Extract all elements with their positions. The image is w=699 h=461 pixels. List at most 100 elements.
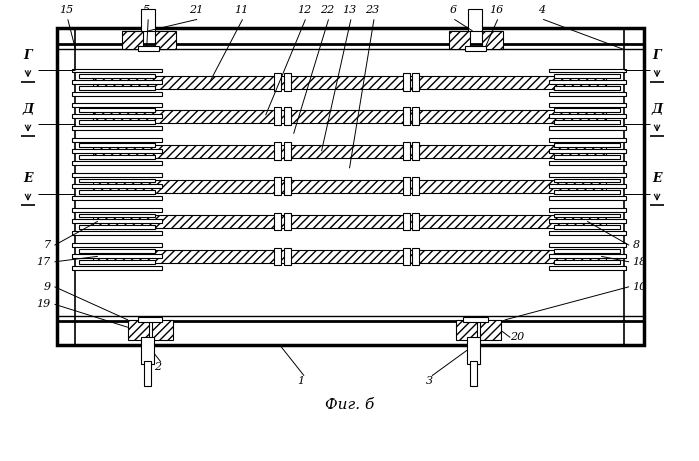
- Text: 12: 12: [297, 5, 311, 15]
- Bar: [403, 248, 410, 265]
- Bar: [403, 107, 410, 125]
- Bar: [482, 31, 503, 49]
- Text: 17: 17: [36, 257, 50, 267]
- Bar: [72, 92, 161, 95]
- Bar: [554, 108, 620, 112]
- Bar: [72, 208, 161, 212]
- Bar: [284, 107, 291, 125]
- Bar: [93, 110, 606, 123]
- Bar: [412, 142, 419, 160]
- Bar: [467, 337, 480, 364]
- Bar: [554, 260, 620, 264]
- Bar: [72, 266, 161, 270]
- Text: Е: Е: [652, 172, 662, 185]
- Text: 16: 16: [489, 5, 503, 15]
- Bar: [79, 120, 154, 124]
- Bar: [412, 213, 419, 230]
- Bar: [93, 250, 606, 263]
- Bar: [549, 231, 626, 235]
- Text: Д: Д: [22, 103, 34, 116]
- Bar: [72, 103, 161, 106]
- Bar: [554, 86, 620, 90]
- Bar: [79, 143, 154, 148]
- Text: 2: 2: [154, 362, 161, 372]
- Bar: [549, 69, 626, 72]
- Bar: [470, 361, 477, 386]
- Text: Е: Е: [23, 172, 33, 185]
- Bar: [284, 73, 291, 91]
- Text: Г: Г: [24, 49, 32, 62]
- Bar: [79, 248, 154, 253]
- Text: 3: 3: [426, 376, 433, 386]
- Bar: [79, 260, 154, 264]
- Bar: [403, 177, 410, 195]
- Bar: [554, 190, 620, 194]
- Bar: [465, 46, 486, 51]
- Bar: [554, 178, 620, 183]
- Text: 11: 11: [234, 5, 248, 15]
- Text: Г: Г: [653, 49, 661, 62]
- Text: 9: 9: [43, 282, 50, 292]
- Bar: [554, 74, 620, 78]
- Bar: [122, 31, 143, 49]
- Text: 8: 8: [633, 240, 640, 250]
- Bar: [144, 361, 151, 386]
- Bar: [468, 9, 482, 31]
- Bar: [549, 103, 626, 106]
- Bar: [480, 320, 501, 340]
- Bar: [72, 254, 161, 258]
- Bar: [549, 92, 626, 95]
- Bar: [72, 126, 161, 130]
- Bar: [79, 155, 154, 159]
- Bar: [549, 219, 626, 223]
- Text: 1: 1: [297, 376, 304, 386]
- Bar: [284, 213, 291, 230]
- Bar: [79, 225, 154, 229]
- Text: 7: 7: [43, 240, 50, 250]
- Bar: [79, 213, 154, 218]
- Bar: [72, 149, 161, 153]
- Bar: [79, 190, 154, 194]
- Bar: [275, 73, 282, 91]
- Bar: [284, 177, 291, 195]
- Bar: [412, 248, 419, 265]
- Bar: [72, 243, 161, 247]
- Bar: [549, 254, 626, 258]
- Text: 4: 4: [538, 5, 545, 15]
- Bar: [549, 184, 626, 188]
- Bar: [72, 184, 161, 188]
- Text: 20: 20: [510, 332, 524, 343]
- Bar: [275, 142, 282, 160]
- Bar: [275, 248, 282, 265]
- Bar: [549, 138, 626, 142]
- Bar: [72, 173, 161, 177]
- Bar: [93, 215, 606, 228]
- Bar: [463, 317, 488, 322]
- Bar: [549, 114, 626, 118]
- Text: 13: 13: [343, 5, 356, 15]
- Bar: [72, 196, 161, 200]
- Bar: [79, 108, 154, 112]
- Bar: [554, 213, 620, 218]
- Bar: [93, 180, 606, 193]
- Bar: [456, 320, 477, 340]
- Bar: [275, 177, 282, 195]
- Bar: [128, 320, 149, 340]
- Text: 5: 5: [143, 5, 150, 15]
- Bar: [284, 248, 291, 265]
- Bar: [554, 143, 620, 148]
- Bar: [141, 9, 155, 31]
- Bar: [549, 80, 626, 84]
- Bar: [403, 73, 410, 91]
- Bar: [72, 161, 161, 165]
- Bar: [412, 107, 419, 125]
- Bar: [412, 177, 419, 195]
- Text: 10: 10: [633, 282, 647, 292]
- Bar: [554, 120, 620, 124]
- Bar: [57, 28, 644, 345]
- Bar: [141, 337, 154, 364]
- Bar: [412, 73, 419, 91]
- Bar: [275, 107, 282, 125]
- Text: 15: 15: [59, 5, 73, 15]
- Bar: [284, 142, 291, 160]
